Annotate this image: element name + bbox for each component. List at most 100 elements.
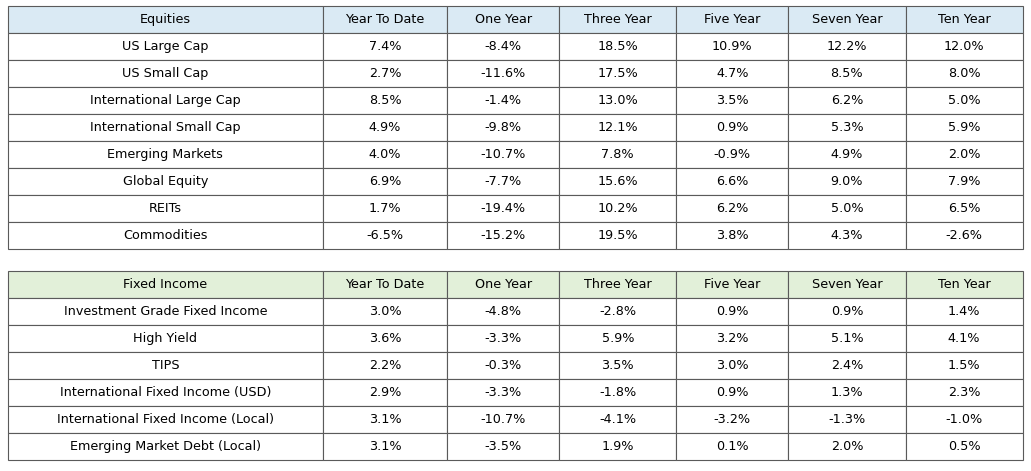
Bar	[559, 114, 676, 141]
Bar	[8, 222, 323, 249]
Text: 0.9%: 0.9%	[717, 121, 749, 134]
Bar	[8, 168, 323, 195]
Bar	[789, 298, 905, 325]
Text: 3.8%: 3.8%	[717, 228, 749, 242]
Bar	[905, 6, 1023, 32]
Bar	[559, 298, 676, 325]
Bar	[676, 379, 789, 406]
Text: 4.0%: 4.0%	[369, 147, 401, 161]
Bar	[323, 298, 447, 325]
Bar	[905, 222, 1023, 249]
Text: 5.9%: 5.9%	[947, 121, 980, 134]
Bar	[905, 114, 1023, 141]
Text: -1.8%: -1.8%	[599, 386, 636, 398]
Text: 6.5%: 6.5%	[947, 202, 980, 215]
Bar	[323, 87, 447, 114]
Bar	[8, 433, 323, 460]
Text: 18.5%: 18.5%	[597, 40, 638, 53]
Text: Seven Year: Seven Year	[811, 13, 883, 25]
Bar	[789, 6, 905, 32]
Bar	[676, 298, 789, 325]
Bar	[8, 6, 323, 32]
Bar	[905, 298, 1023, 325]
Text: 2.0%: 2.0%	[947, 147, 980, 161]
Bar	[905, 141, 1023, 168]
Text: 5.0%: 5.0%	[947, 94, 980, 106]
Text: 12.2%: 12.2%	[827, 40, 867, 53]
Bar	[789, 60, 905, 87]
Bar	[559, 6, 676, 32]
Bar	[905, 406, 1023, 433]
Text: High Yield: High Yield	[133, 332, 197, 345]
Text: -1.0%: -1.0%	[945, 413, 983, 426]
Text: -3.2%: -3.2%	[713, 413, 751, 426]
Text: 1.3%: 1.3%	[831, 386, 863, 398]
Text: Global Equity: Global Equity	[123, 175, 208, 187]
Bar	[447, 352, 559, 379]
Bar	[447, 406, 559, 433]
Bar	[8, 141, 323, 168]
Text: 3.0%: 3.0%	[717, 358, 749, 372]
Bar	[789, 406, 905, 433]
Bar	[447, 195, 559, 222]
Bar	[323, 6, 447, 32]
Bar	[676, 406, 789, 433]
Bar	[323, 325, 447, 352]
Text: -6.5%: -6.5%	[366, 228, 403, 242]
Text: -8.4%: -8.4%	[485, 40, 522, 53]
Text: 3.0%: 3.0%	[369, 305, 401, 317]
Text: 12.1%: 12.1%	[598, 121, 638, 134]
Bar	[676, 195, 789, 222]
Text: -3.3%: -3.3%	[485, 332, 522, 345]
Bar	[323, 222, 447, 249]
Bar	[447, 60, 559, 87]
Bar	[447, 141, 559, 168]
Bar	[8, 298, 323, 325]
Text: REITs: REITs	[148, 202, 182, 215]
Text: -7.7%: -7.7%	[485, 175, 522, 187]
Bar	[789, 433, 905, 460]
Bar	[559, 406, 676, 433]
Bar	[323, 195, 447, 222]
Text: 2.7%: 2.7%	[369, 67, 401, 80]
Bar	[676, 325, 789, 352]
Bar	[905, 433, 1023, 460]
Bar	[8, 114, 323, 141]
Text: 3.1%: 3.1%	[369, 439, 401, 453]
Bar	[676, 60, 789, 87]
Text: Fixed Income: Fixed Income	[124, 277, 207, 291]
Text: -19.4%: -19.4%	[480, 202, 526, 215]
Text: 6.6%: 6.6%	[717, 175, 749, 187]
Text: International Fixed Income (Local): International Fixed Income (Local)	[57, 413, 274, 426]
Text: 0.1%: 0.1%	[717, 439, 749, 453]
Text: -3.5%: -3.5%	[485, 439, 522, 453]
Text: 19.5%: 19.5%	[598, 228, 638, 242]
Bar	[447, 325, 559, 352]
Text: 4.7%: 4.7%	[717, 67, 749, 80]
Bar	[323, 352, 447, 379]
Text: 5.3%: 5.3%	[831, 121, 863, 134]
Text: 10.9%: 10.9%	[712, 40, 753, 53]
Text: -3.3%: -3.3%	[485, 386, 522, 398]
Bar	[447, 379, 559, 406]
Text: 4.9%: 4.9%	[831, 147, 863, 161]
Text: 4.3%: 4.3%	[831, 228, 863, 242]
Bar	[789, 87, 905, 114]
Text: Year To Date: Year To Date	[345, 13, 425, 25]
Bar	[905, 379, 1023, 406]
Text: One Year: One Year	[474, 277, 532, 291]
Bar	[8, 325, 323, 352]
Text: 4.1%: 4.1%	[947, 332, 980, 345]
Bar	[447, 32, 559, 60]
Text: 3.1%: 3.1%	[369, 413, 401, 426]
Bar	[559, 87, 676, 114]
Text: Equities: Equities	[140, 13, 191, 25]
Text: -2.8%: -2.8%	[599, 305, 636, 317]
Bar	[676, 352, 789, 379]
Text: One Year: One Year	[474, 13, 532, 25]
Text: 2.3%: 2.3%	[947, 386, 980, 398]
Bar	[789, 141, 905, 168]
Bar	[559, 168, 676, 195]
Text: -15.2%: -15.2%	[480, 228, 526, 242]
Text: -0.9%: -0.9%	[713, 147, 751, 161]
